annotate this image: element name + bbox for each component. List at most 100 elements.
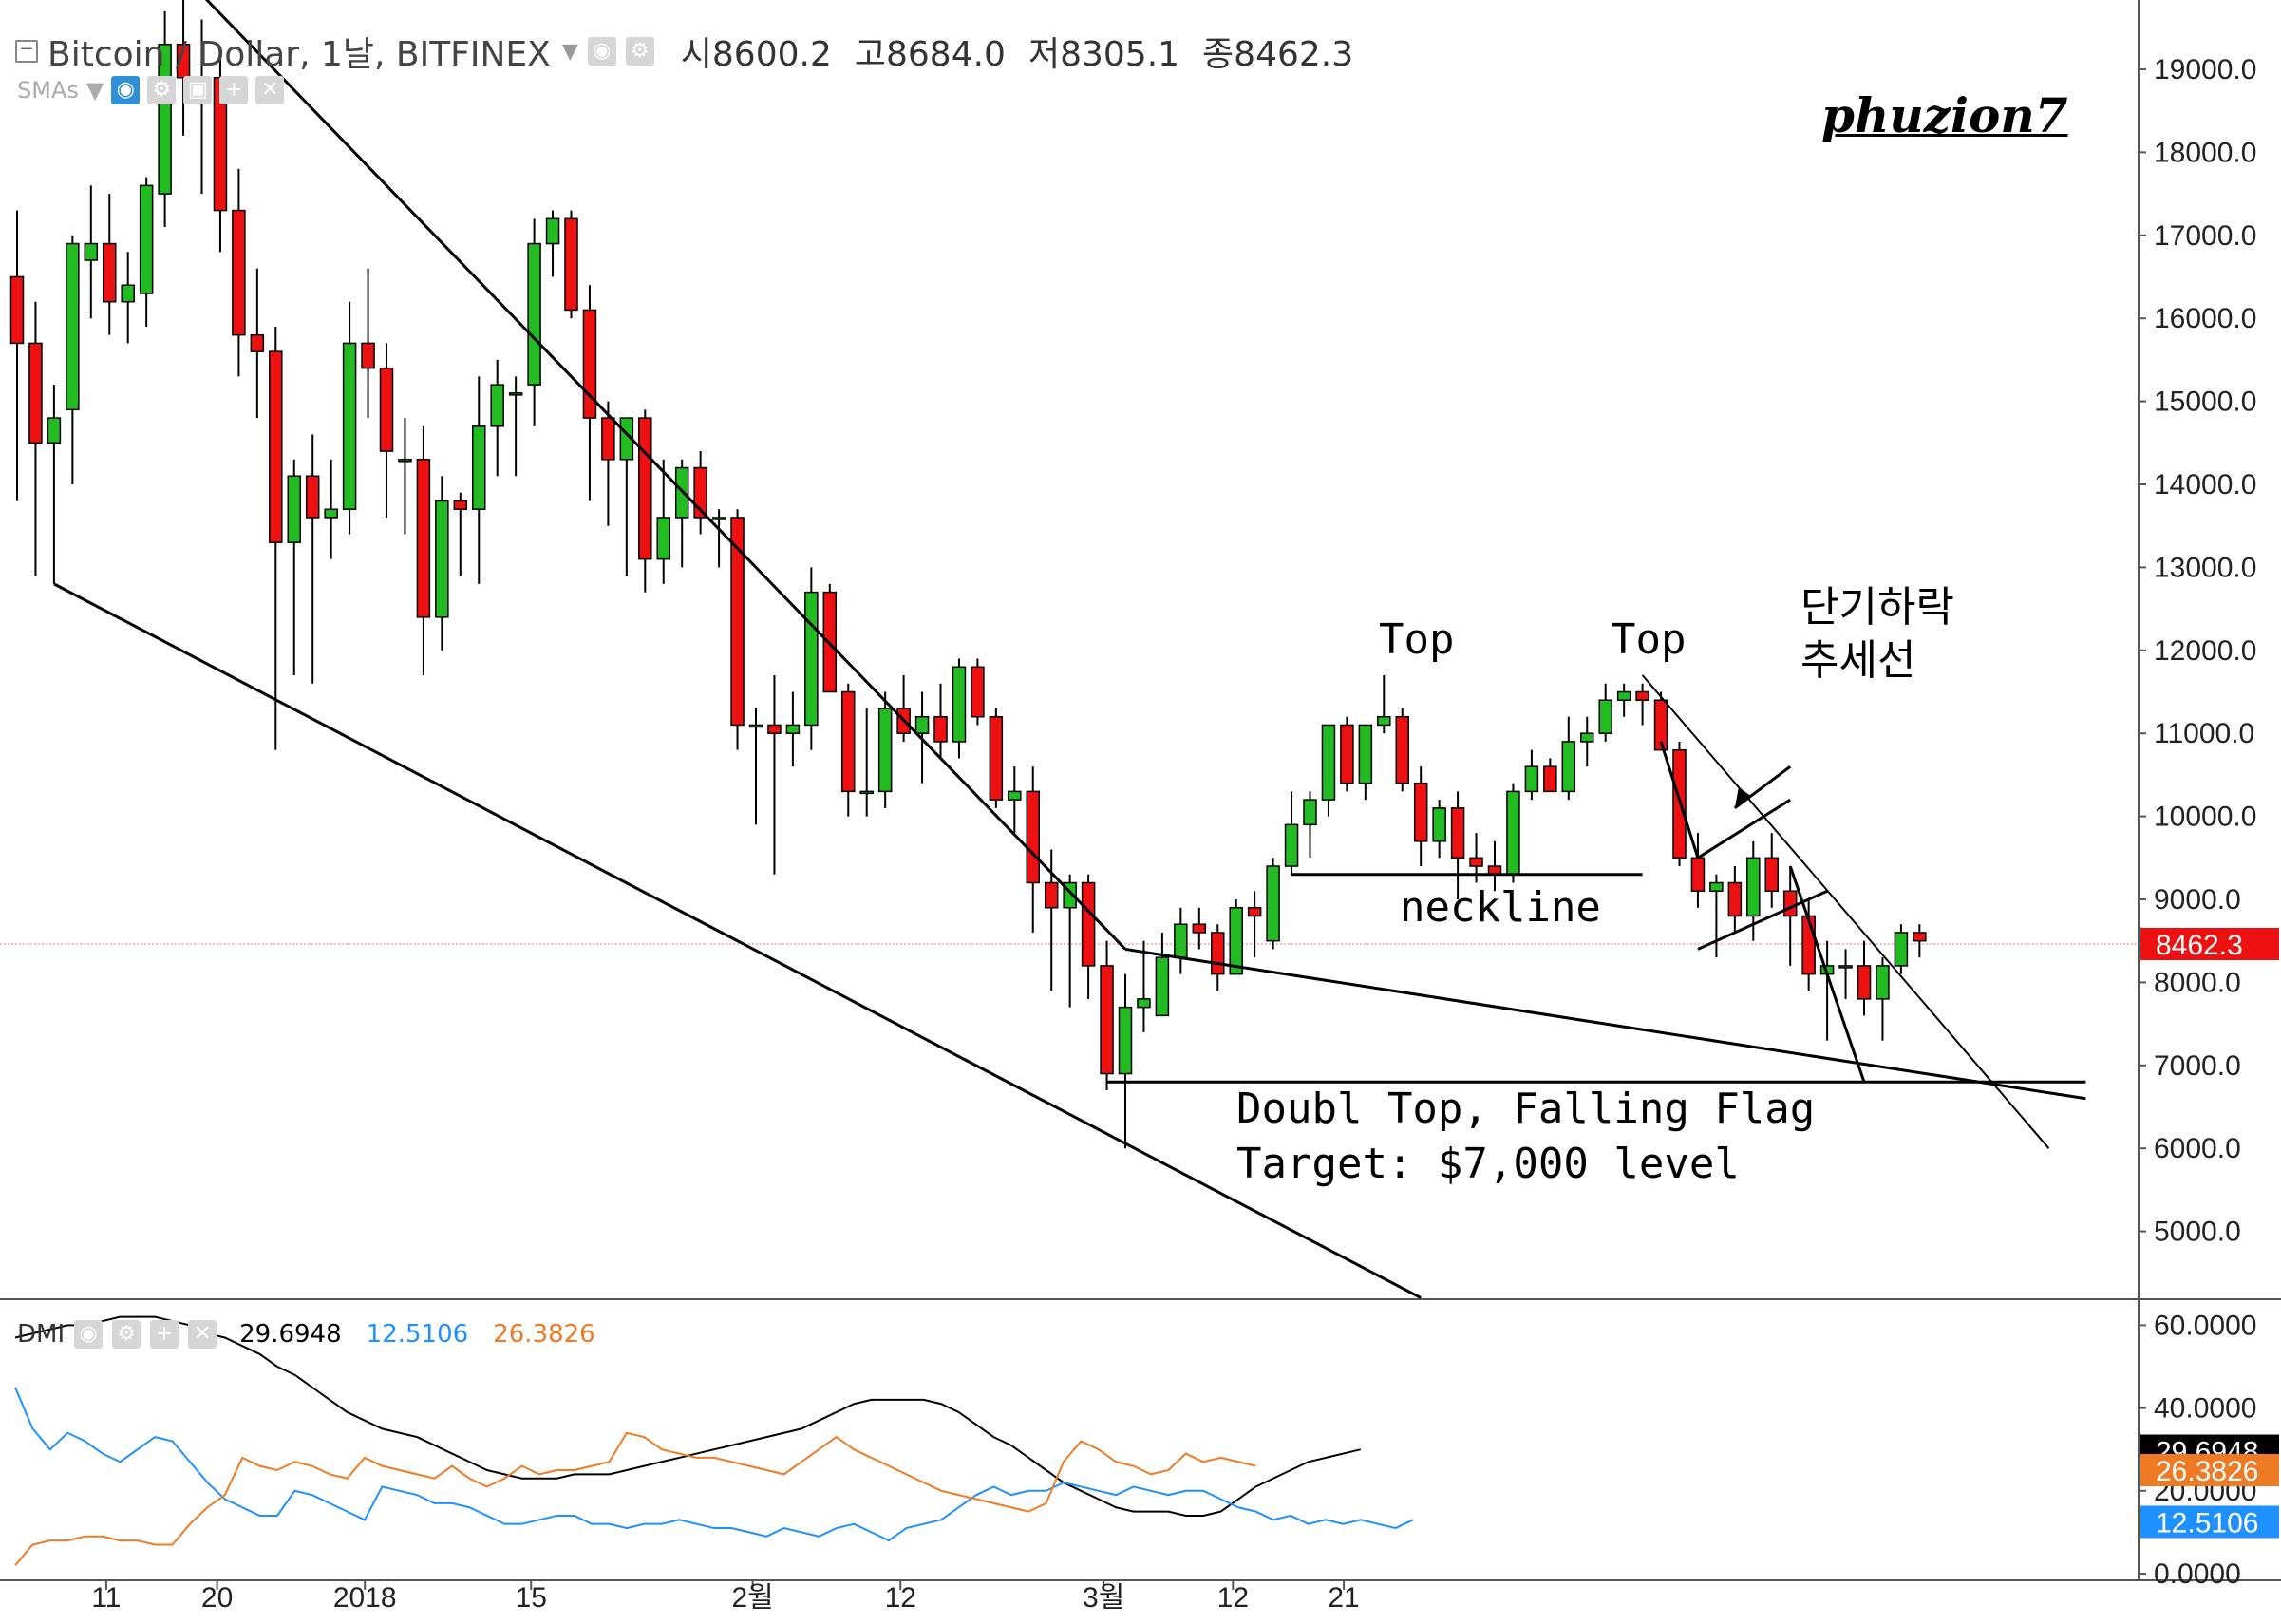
candle-down (1081, 881, 1096, 967)
time-tick-label: 12 (1217, 1582, 1249, 1614)
candle-down (638, 417, 652, 560)
source-icon[interactable]: ▣ (183, 76, 213, 104)
candle-up (914, 715, 930, 734)
candle-up (1838, 965, 1853, 969)
candle-up (804, 591, 819, 727)
candle-down (9, 275, 25, 345)
minus-di-value: 26.3826 (493, 1320, 595, 1349)
candle-up (877, 708, 893, 793)
chevron-down-icon[interactable]: ▼ (85, 77, 104, 104)
time-tick-label: 11 (91, 1582, 121, 1614)
add-icon[interactable]: + (150, 1320, 179, 1349)
gear-icon[interactable]: ⚙ (112, 1320, 141, 1349)
upper-channel-line (204, 0, 1127, 951)
gear-icon[interactable]: ⚙ (625, 37, 654, 66)
close-icon[interactable]: ✕ (255, 76, 285, 104)
dmi-tick-label: 40.0000 (2154, 1393, 2256, 1425)
candle-up (472, 425, 486, 510)
candle-down (379, 367, 394, 452)
candle-up (1432, 807, 1446, 842)
smas-label[interactable]: SMAs (17, 77, 79, 104)
candle-up (1580, 732, 1594, 743)
time-tick-label: 20 (201, 1582, 233, 1614)
flag-lower-line (1697, 889, 1828, 951)
candle-up (435, 500, 449, 618)
price-tick-label: 16000.0 (2154, 303, 2256, 334)
candle-down (601, 417, 615, 461)
flag-pole-line (1659, 741, 1700, 859)
minus-di-badge (2140, 1453, 2279, 1486)
lower-channel-line (53, 582, 1422, 1299)
collapse-icon[interactable]: − (15, 40, 38, 63)
candle-down (564, 217, 578, 312)
eye-icon[interactable]: ◉ (74, 1320, 104, 1349)
candle-down (933, 715, 948, 743)
candle-up (1876, 965, 1890, 1000)
neckline-label: neckline (1400, 883, 1601, 932)
ohlc-values: 시8600.2 고8684.0 저8305.1 종8462.3 (681, 27, 1353, 76)
candle-up (952, 666, 967, 743)
candle-down (1764, 857, 1779, 893)
candle-down (1247, 906, 1262, 917)
time-tick-label: 21 (1328, 1582, 1359, 1614)
dmi-lines (14, 1315, 1414, 1566)
candle-up (66, 242, 80, 411)
symbol-title[interactable]: Bitcoin / Dollar, 1날, BITFINEX (47, 35, 551, 74)
author-brand: phuzion7 (1821, 87, 2068, 143)
descending-trendline (1124, 947, 2086, 1101)
candle-down (28, 342, 43, 444)
time-tick-label: 2018 (333, 1582, 397, 1614)
candle-up (1174, 923, 1188, 958)
candle-up (527, 242, 541, 386)
candle-down (1801, 915, 1816, 975)
gear-icon[interactable]: ⚙ (147, 76, 177, 104)
eye-icon[interactable]: ◉ (111, 76, 141, 104)
candle-up (1137, 998, 1151, 1009)
low-value: 저8305.1 (1027, 35, 1180, 74)
plus-di-badge-text: 12.5106 (2156, 1507, 2258, 1539)
candle-up (398, 459, 412, 463)
candle-down (453, 500, 468, 510)
candle-up (1616, 690, 1631, 701)
candle-up (1229, 906, 1243, 975)
candle-down (1690, 857, 1706, 893)
plus-di-value: 12.5106 (366, 1320, 469, 1349)
last-price-badge (2140, 927, 2279, 960)
dmi-indicator-header: DMI ◉ ⚙ + ✕ 29.6948 12.5106 26.3826 (17, 1320, 595, 1349)
top-label-1: Top (1379, 615, 1455, 664)
candle-up (748, 724, 763, 728)
add-icon[interactable]: + (219, 76, 249, 104)
breakdown-line (1788, 865, 1866, 1083)
candle-down (1635, 690, 1649, 701)
candle-down (1340, 724, 1354, 784)
candle-down (1192, 923, 1207, 934)
candle-down (103, 242, 117, 303)
plus-di-badge (2140, 1505, 2279, 1539)
chevron-down-icon[interactable]: ▼ (561, 39, 578, 64)
candle-up (139, 184, 154, 294)
candle-up (508, 392, 523, 396)
plus-di-line (14, 1387, 1414, 1542)
candle-down (989, 715, 1004, 801)
candle-up (1008, 790, 1022, 801)
price-tick-label: 11000.0 (2154, 718, 2254, 749)
time-tick-label: 3월 (1083, 1582, 1124, 1614)
close-value: 종8462.3 (1202, 35, 1354, 74)
eye-icon[interactable]: ◉ (587, 37, 616, 66)
candle-down (1450, 807, 1465, 859)
close-icon[interactable]: ✕ (188, 1320, 217, 1349)
candle-up (1377, 715, 1391, 727)
dmi-tick-label: 60.0000 (2154, 1310, 2256, 1341)
candle-up (1155, 956, 1170, 1017)
candle-down (1395, 715, 1409, 784)
candle-up (121, 284, 135, 303)
candle-down (767, 724, 782, 734)
candle-up (1284, 823, 1299, 867)
candle-down (1413, 782, 1428, 842)
price-tick-label: 9000.0 (2154, 884, 2241, 916)
candle-up (342, 342, 357, 510)
dmi-label[interactable]: DMI (17, 1320, 66, 1349)
candle-up (490, 384, 504, 427)
